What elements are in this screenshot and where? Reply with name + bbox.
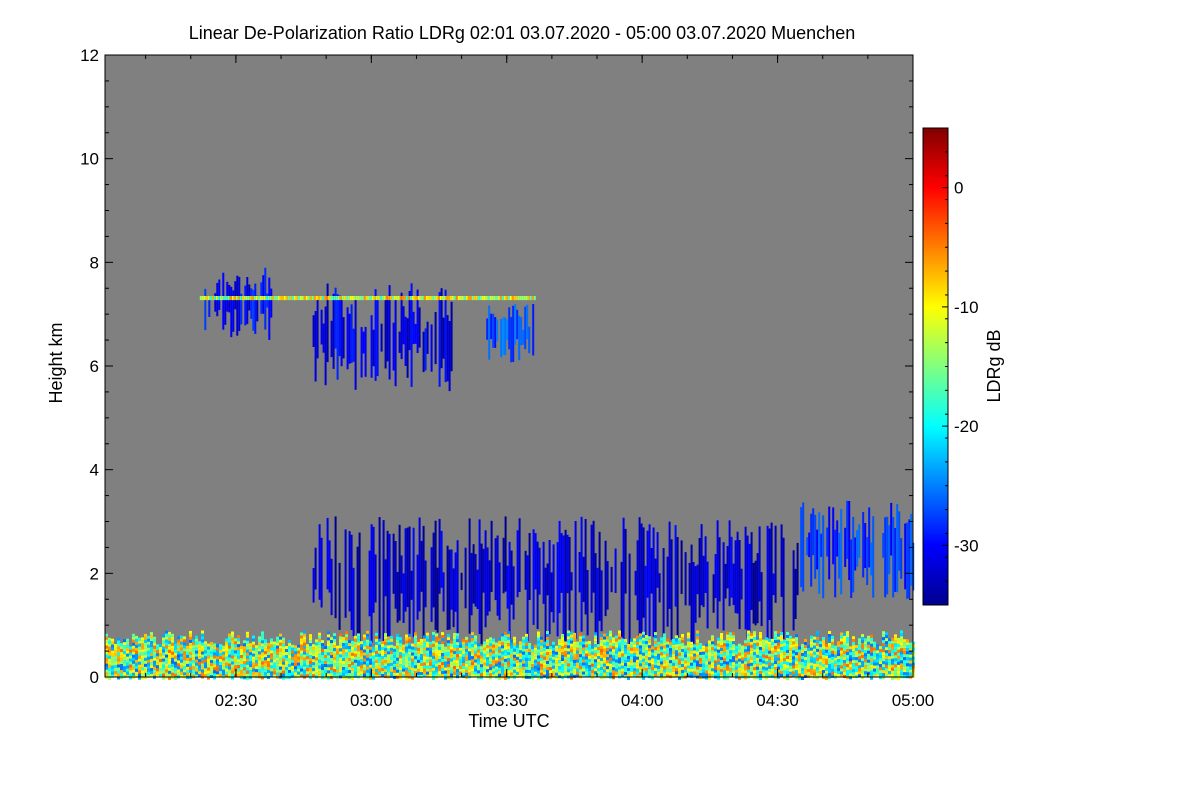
- ldr-feature: [199, 296, 536, 301]
- colorbar-tick-label: -10: [954, 298, 979, 317]
- x-axis-label: Time UTC: [468, 711, 549, 731]
- colorbar-tick-label: -30: [954, 536, 979, 555]
- x-tick-label: 04:30: [756, 691, 799, 710]
- x-tick-label: 05:00: [892, 691, 935, 710]
- x-tick-label: 03:00: [350, 691, 393, 710]
- y-tick-label: 10: [80, 150, 99, 169]
- y-tick-label: 2: [90, 564, 99, 583]
- chart-title: Linear De-Polarization Ratio LDRg 02:01 …: [189, 23, 855, 43]
- y-axis-label: Height km: [46, 322, 66, 403]
- colorbar-tick-label: -20: [954, 417, 979, 436]
- x-tick-label: 04:00: [621, 691, 664, 710]
- ldr-feature: [800, 500, 915, 599]
- colorbar-ticks: 0 -10 -20 -30: [942, 127, 979, 606]
- x-tick-label: 02:30: [215, 691, 258, 710]
- x-axis: 02:30 03:00 03:30 04:00 04:30 05:00: [145, 55, 935, 710]
- x-tick-label: 03:30: [485, 691, 528, 710]
- heatmap-layer: [105, 267, 915, 680]
- ldr-feature: [312, 283, 453, 392]
- y-tick-label: 4: [90, 461, 99, 480]
- y-tick-label: 6: [90, 357, 99, 376]
- ldr-feature: [312, 516, 799, 646]
- y-tick-label: 0: [90, 668, 99, 687]
- colorbar-tick-label: 0: [954, 179, 963, 198]
- colorbar: [922, 127, 949, 606]
- y-tick-label: 8: [90, 253, 99, 272]
- y-tick-label: 12: [80, 46, 99, 65]
- colorbar-label: LDRg dB: [984, 329, 1004, 402]
- y-axis: 0 2 4 6 8 10 12: [80, 46, 913, 687]
- ldr-feature: [105, 630, 915, 680]
- ldr-feature: [486, 304, 535, 363]
